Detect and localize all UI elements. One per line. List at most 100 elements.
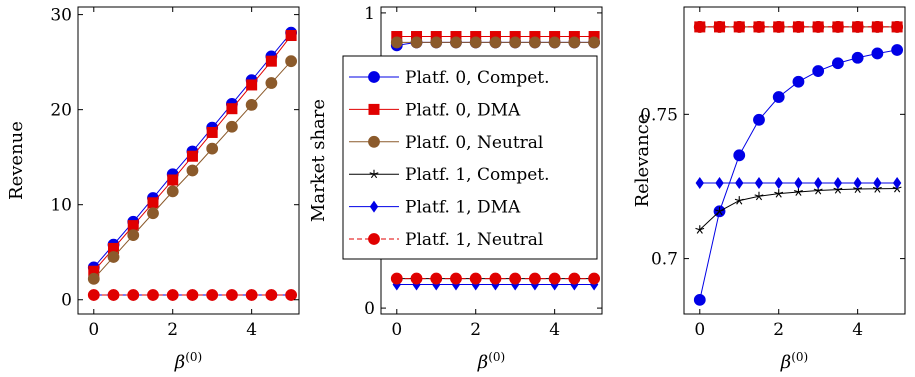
data-point-p1n <box>127 289 140 301</box>
x-tick-label: 4 <box>246 320 257 340</box>
data-point-p0c <box>891 44 904 56</box>
series-p1n <box>693 21 904 33</box>
data-point-p1n <box>489 272 502 285</box>
data-point-p1c <box>695 225 705 234</box>
data-point-p1n <box>548 272 561 285</box>
data-point-p1n <box>753 21 765 33</box>
legend-label: Platf. 1, DMA <box>405 198 521 218</box>
legend-marker <box>369 200 379 213</box>
series-p1n <box>87 289 298 301</box>
series-p1n <box>390 272 601 285</box>
data-point-p1c <box>754 191 764 201</box>
legend-entry-p0d: Platf. 0, DMA <box>349 100 521 120</box>
data-point-p0d <box>285 30 297 42</box>
data-point-p0n <box>107 251 120 263</box>
data-point-p1n <box>285 289 298 301</box>
x-axis-label: β(0) <box>477 350 505 373</box>
data-point-p1n <box>469 272 482 285</box>
legend-entry-p1d: Platf. 1, DMA <box>349 198 521 218</box>
data-point-p1n <box>832 21 844 33</box>
data-point-p1d <box>754 177 764 190</box>
series-p0d <box>391 31 600 43</box>
legend-marker <box>369 169 379 179</box>
legend-marker <box>368 135 380 148</box>
data-point-p0d <box>226 103 238 115</box>
data-point-p0n <box>588 36 601 49</box>
series-p0c <box>693 44 904 306</box>
data-point-p0n <box>450 36 462 49</box>
legend-label: Platf. 0, Neutral <box>405 133 543 153</box>
data-point-p0d <box>206 126 218 138</box>
data-point-p1n <box>87 289 100 301</box>
axes-frame <box>683 6 906 315</box>
legend-marker <box>368 233 380 245</box>
y-axis-label: Relevance <box>632 114 653 208</box>
data-point-p1n <box>792 21 805 33</box>
series-p0c <box>87 26 298 274</box>
data-point-p1n <box>772 21 785 33</box>
data-point-p1n <box>390 272 403 285</box>
data-point-p0d <box>391 31 403 43</box>
plot-area-3 <box>693 21 904 306</box>
data-point-p0n <box>568 36 581 49</box>
data-point-p0c <box>693 293 706 306</box>
data-point-p1n <box>245 289 258 301</box>
data-point-p1n <box>430 272 443 285</box>
data-point-p1n <box>265 289 278 301</box>
data-point-p0c <box>812 65 825 77</box>
data-point-p1n <box>568 272 581 285</box>
data-point-p1d <box>892 177 902 190</box>
legend-label: Platf. 1, Neutral <box>405 230 543 250</box>
data-point-p0n <box>226 120 238 133</box>
y-tick-label: 0.75 <box>640 105 678 125</box>
data-point-p1c <box>793 187 803 196</box>
data-point-p0d <box>430 31 442 43</box>
data-point-p0n <box>430 36 443 49</box>
data-point-p0n <box>410 36 423 49</box>
data-point-p1n <box>891 21 904 33</box>
data-point-p0d <box>88 265 100 277</box>
x-tick-label: 0 <box>694 320 705 340</box>
y-tick-label: 0 <box>364 299 375 319</box>
x-axis-label: β(0) <box>174 350 202 373</box>
series-p1d <box>695 177 902 190</box>
data-point-p0n <box>469 36 482 49</box>
data-point-p1n <box>166 289 179 301</box>
data-point-p0n <box>265 77 278 89</box>
data-point-p1n <box>147 289 159 301</box>
legend: Platf. 0, Compet. Platf. 0, DMA Platf. 0, … <box>342 55 598 260</box>
plot-area-1 <box>87 26 298 301</box>
data-point-p0d <box>529 31 541 43</box>
data-point-p1n <box>871 21 884 33</box>
panel-2: 0 2 4 0 1 β(0) Market share <box>308 4 603 373</box>
legend-marker <box>368 71 380 83</box>
y-tick-label: 0 <box>61 291 72 311</box>
data-point-p1n <box>107 289 120 301</box>
data-point-p1d <box>735 177 744 190</box>
x-tick-label: 2 <box>470 320 481 340</box>
data-point-p0c <box>733 149 746 162</box>
data-point-p0d <box>186 150 198 162</box>
data-point-p1c <box>734 196 744 205</box>
data-point-p0d <box>450 31 462 43</box>
series-line-p1c <box>699 187 898 231</box>
data-point-p0n <box>529 36 541 49</box>
data-point-p1n <box>812 21 825 33</box>
data-point-p1d <box>530 278 540 291</box>
data-point-p0c <box>832 57 844 70</box>
data-point-p1c <box>774 189 784 198</box>
data-point-p0d <box>108 242 120 254</box>
legend-label: Platf. 0, DMA <box>405 100 521 120</box>
x-tick-label: 0 <box>88 320 99 340</box>
data-point-p0c <box>772 91 785 103</box>
y-axis-label: Revenue <box>6 121 27 200</box>
legend-label: Platf. 1, Compet. <box>405 165 550 185</box>
data-point-p0n <box>548 36 561 49</box>
data-point-p1d <box>715 177 724 190</box>
legend-entry-p0c: Platf. 0, Compet. <box>349 68 550 88</box>
series-p0n <box>390 36 601 49</box>
y-tick-label: 0.7 <box>651 250 678 270</box>
data-point-p1n <box>450 272 462 285</box>
data-point-p0n <box>245 98 258 111</box>
y-tick-label: 30 <box>50 6 72 26</box>
